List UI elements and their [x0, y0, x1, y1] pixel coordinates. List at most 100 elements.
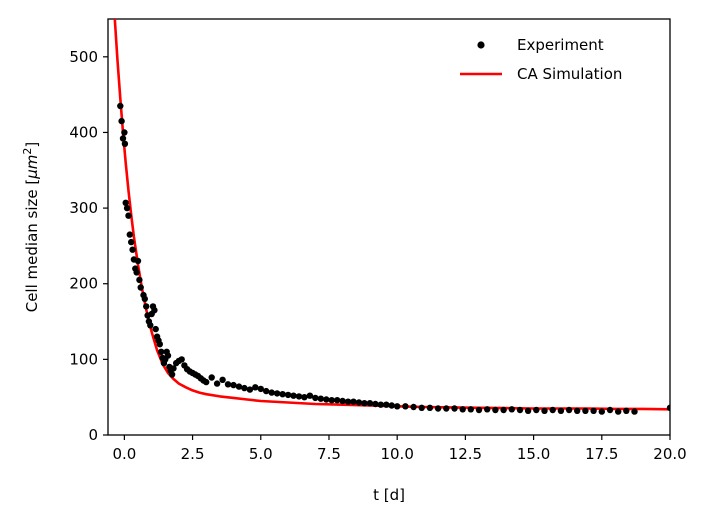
data-point — [119, 135, 127, 142]
x-tick-label: 12.5 — [449, 445, 482, 463]
data-point — [246, 386, 254, 393]
y-tick-label: 500 — [69, 48, 98, 66]
data-point — [426, 404, 434, 411]
y-axis-label: Cell median size [μm2] — [21, 142, 41, 313]
data-point — [125, 212, 132, 219]
data-point — [224, 381, 232, 388]
data-point — [121, 140, 129, 147]
data-point — [141, 295, 148, 303]
data-point — [467, 406, 474, 413]
data-point — [516, 406, 524, 414]
data-point — [402, 403, 409, 410]
data-point — [323, 396, 330, 403]
data-point — [268, 389, 275, 396]
data-point — [549, 406, 556, 414]
data-point — [290, 392, 297, 399]
data-point — [475, 406, 483, 414]
data-point — [301, 394, 308, 401]
data-point — [623, 407, 630, 414]
data-point — [123, 204, 131, 212]
x-tick-label: 20.0 — [653, 445, 686, 463]
data-point — [122, 199, 129, 206]
x-axis: 0.0 2.5 5.0 7.5 10.0 12.5 15.0 17.5 20.0 — [112, 435, 687, 463]
data-point — [344, 398, 352, 405]
data-point — [137, 284, 144, 291]
data-point — [533, 406, 540, 414]
data-point — [178, 356, 185, 363]
data-point — [492, 406, 499, 414]
x-tick-label: 0.0 — [112, 445, 136, 463]
x-tick-label: 10.0 — [380, 445, 413, 463]
data-point — [366, 400, 374, 407]
plot-area — [107, 18, 671, 436]
data-point — [615, 408, 622, 415]
data-point — [388, 402, 395, 409]
legend-label-experiment: Experiment — [517, 36, 604, 54]
data-point — [257, 385, 264, 393]
data-point — [443, 405, 450, 412]
data-point — [317, 395, 324, 402]
data-point — [582, 407, 589, 414]
data-point — [134, 257, 142, 265]
x-axis-label: t [d] — [373, 486, 405, 504]
data-point — [151, 307, 158, 314]
data-point — [590, 407, 597, 414]
y-tick-label: 400 — [69, 123, 98, 141]
data-point — [143, 303, 150, 310]
data-point — [565, 406, 573, 414]
data-point — [394, 403, 401, 410]
data-point — [164, 352, 172, 359]
data-point — [306, 392, 314, 399]
data-point — [606, 406, 614, 414]
data-point — [121, 129, 128, 136]
y-axis: 0 100 200 300 400 500 — [69, 48, 108, 444]
data-point — [152, 325, 159, 333]
data-point — [273, 390, 281, 397]
data-point — [279, 391, 286, 398]
legend-marker-experiment — [477, 41, 485, 49]
data-point — [361, 400, 368, 407]
data-point — [118, 117, 125, 125]
data-point — [252, 384, 259, 391]
data-point — [133, 269, 140, 276]
line-ca-simulation — [113, 19, 670, 411]
data-point — [147, 322, 154, 329]
data-point — [631, 408, 638, 415]
data-point — [541, 407, 548, 414]
legend: Experiment CA Simulation — [460, 36, 622, 83]
data-point — [350, 398, 357, 405]
x-tick-label: 17.5 — [585, 445, 618, 463]
series-ca-simulation — [113, 19, 670, 411]
data-point — [434, 405, 442, 412]
data-point — [241, 384, 248, 392]
data-point — [372, 400, 379, 408]
data-point — [574, 407, 581, 414]
data-point — [219, 376, 226, 383]
data-point — [383, 401, 390, 408]
data-point — [158, 348, 165, 355]
data-point — [524, 407, 532, 414]
data-point — [484, 406, 491, 413]
legend-label-ca-simulation: CA Simulation — [517, 65, 622, 83]
x-tick-label: 7.5 — [317, 445, 341, 463]
data-point — [230, 381, 237, 389]
data-point — [410, 403, 417, 411]
data-point — [312, 394, 319, 402]
data-point — [451, 405, 458, 412]
data-point — [208, 374, 215, 381]
y-tick-label: 300 — [69, 199, 98, 217]
data-point — [126, 231, 133, 238]
data-point — [355, 399, 363, 406]
data-point — [508, 406, 515, 413]
data-point — [129, 246, 136, 253]
data-point — [235, 383, 243, 390]
y-tick-label: 0 — [88, 426, 98, 444]
data-point — [328, 397, 335, 404]
data-point — [117, 102, 124, 110]
x-tick-label: 2.5 — [181, 445, 205, 463]
x-tick-label: 5.0 — [249, 445, 273, 463]
data-point — [339, 397, 346, 405]
x-tick-label: 15.0 — [517, 445, 550, 463]
data-point — [263, 387, 270, 395]
